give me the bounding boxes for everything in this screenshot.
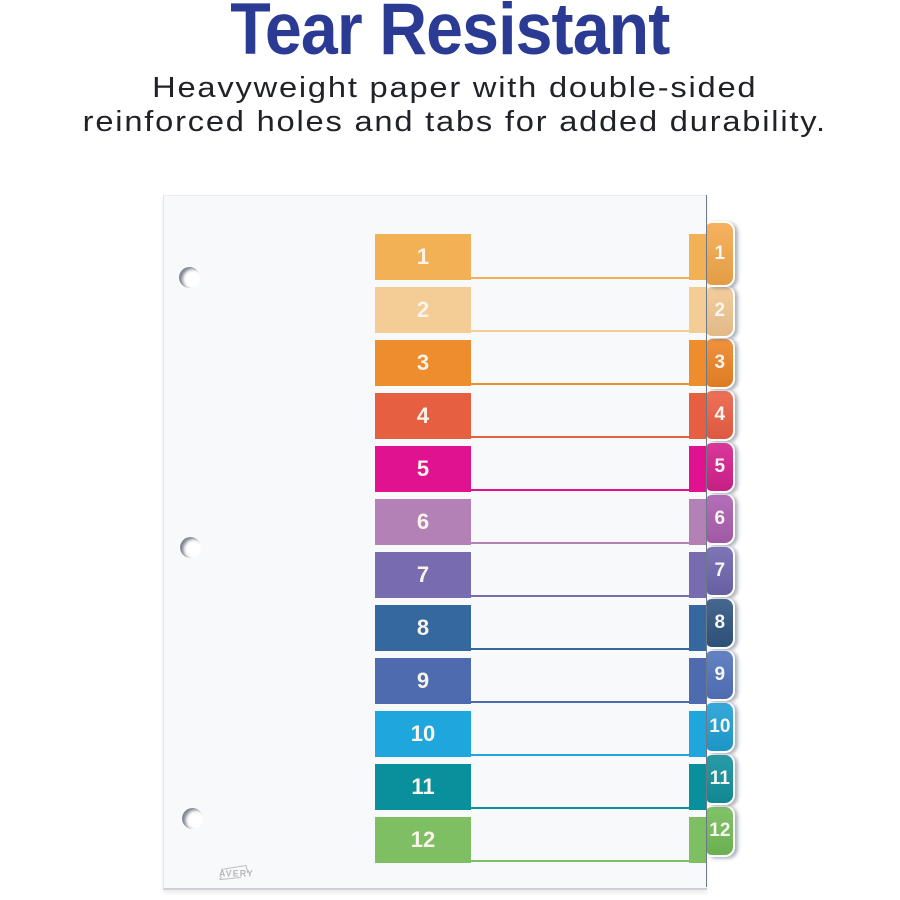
svg-text:AVERY: AVERY xyxy=(219,869,254,879)
